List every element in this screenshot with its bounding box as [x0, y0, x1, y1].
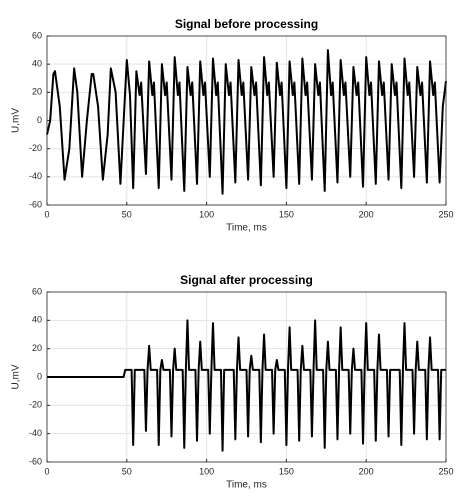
y-axis-label: U,mV	[11, 108, 22, 133]
x-tick-label: 200	[359, 209, 374, 219]
x-tick-label: 50	[122, 466, 132, 476]
x-tick-label: 250	[438, 209, 453, 219]
y-tick-label: -20	[29, 143, 42, 153]
y-tick-label: 20	[32, 343, 42, 353]
y-tick-label: 60	[32, 30, 42, 40]
y-tick-label: -40	[29, 171, 42, 181]
x-tick-label: 0	[44, 466, 49, 476]
x-axis-label: Time, ms	[226, 480, 267, 491]
x-tick-label: 150	[279, 209, 294, 219]
y-tick-label: 40	[32, 59, 42, 69]
chart-title: Signal after processing	[180, 273, 313, 287]
x-tick-label: 150	[279, 466, 294, 476]
y-tick-label: 20	[32, 87, 42, 97]
x-tick-label: 200	[359, 466, 374, 476]
y-tick-label: -60	[29, 456, 42, 466]
y-tick-label: -20	[29, 400, 42, 410]
y-tick-label: 0	[37, 115, 42, 125]
x-tick-label: 50	[122, 209, 132, 219]
y-tick-label: -60	[29, 199, 42, 209]
axes-box	[46, 291, 447, 463]
y-tick-label: 60	[32, 286, 42, 296]
x-tick-label: 0	[44, 209, 49, 219]
chart-title: Signal before processing	[175, 17, 318, 31]
y-tick-label: 0	[37, 371, 42, 381]
signal-line	[47, 319, 446, 452]
y-axis-label: U,mV	[11, 364, 22, 389]
axes-box	[46, 35, 447, 206]
y-tick-label: -40	[29, 428, 42, 438]
x-tick-label: 100	[199, 466, 214, 476]
x-tick-label: 250	[438, 466, 453, 476]
x-axis-label: Time, ms	[226, 223, 267, 234]
y-tick-label: 40	[32, 315, 42, 325]
signal-line	[46, 49, 447, 195]
x-tick-label: 100	[199, 209, 214, 219]
